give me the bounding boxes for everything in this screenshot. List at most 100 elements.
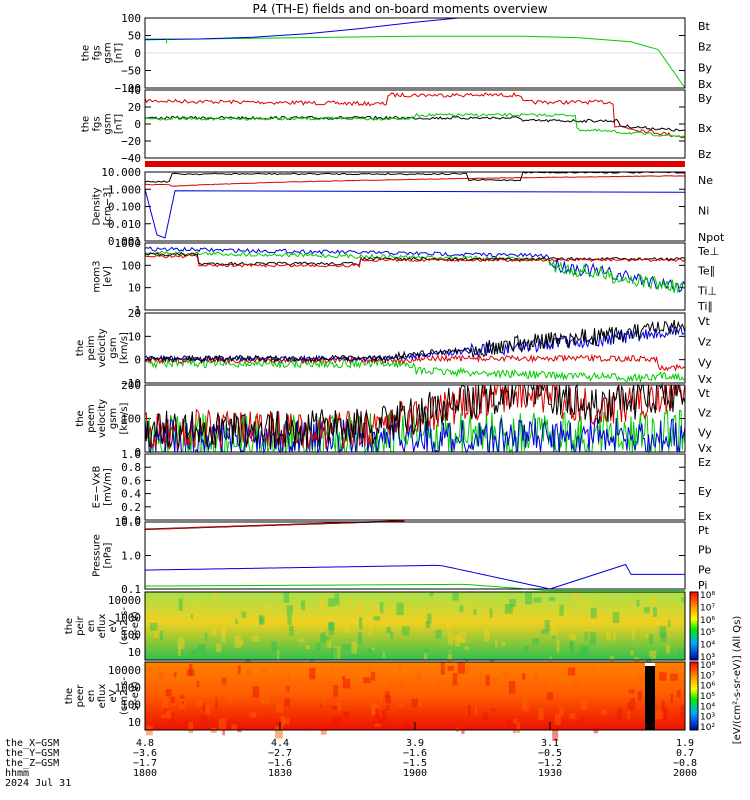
electron-spectrogram-texture bbox=[288, 669, 291, 682]
electron-spectrogram-texture bbox=[523, 701, 529, 712]
electron-spectrogram-texture bbox=[581, 717, 584, 724]
ylabel: [mV/m] bbox=[103, 468, 114, 506]
series-Vz bbox=[144, 383, 686, 450]
electron-spectrogram-texture bbox=[559, 706, 564, 717]
ylabel: en bbox=[86, 690, 97, 703]
xtick-label: −1.7 bbox=[133, 758, 157, 769]
ion-spectrogram-texture bbox=[386, 627, 392, 634]
colorbar-ion bbox=[689, 591, 699, 661]
ylabel: peir bbox=[75, 615, 86, 635]
electron-spectrogram-texture bbox=[274, 726, 283, 739]
ion-spectrogram-texture bbox=[177, 645, 181, 656]
electron-spectrogram-texture bbox=[663, 708, 668, 720]
ytick-label: 10 bbox=[128, 716, 141, 729]
electron-spectrogram-texture bbox=[503, 672, 509, 678]
electron-spectrogram-texture bbox=[452, 673, 458, 686]
ion-spectrogram-texture bbox=[427, 613, 432, 624]
ion-spectrogram-texture bbox=[458, 630, 467, 644]
ion-spectrogram-texture bbox=[659, 626, 667, 638]
ion-spectrogram-texture bbox=[333, 615, 340, 627]
electron-spectrogram-texture bbox=[171, 712, 176, 722]
colorbar-tick: 10⁷ bbox=[700, 603, 715, 613]
chart-title: P4 (TH-E) fields and on-board moments ov… bbox=[252, 2, 547, 16]
xaxis-row-label: the_X−GSM bbox=[5, 738, 59, 749]
xtick-label: −0.8 bbox=[673, 758, 697, 769]
ytick-label: 0.100 bbox=[108, 201, 141, 214]
electron-spectrogram-texture bbox=[447, 666, 455, 671]
electron-spectrogram-texture bbox=[309, 667, 316, 680]
series-Vy bbox=[144, 409, 686, 454]
electron-spectrogram-texture bbox=[166, 709, 172, 719]
electron-spectrogram-texture bbox=[183, 720, 192, 726]
ion-spectrogram-texture bbox=[593, 594, 597, 599]
ion-spectrogram-texture bbox=[447, 632, 454, 645]
ion-spectrogram-texture bbox=[367, 648, 374, 653]
ytick-label: −10 bbox=[121, 377, 141, 390]
electron-spectrogram-texture bbox=[571, 693, 575, 699]
ion-spectrogram-texture bbox=[379, 601, 384, 613]
series-By bbox=[144, 112, 686, 138]
legend-Ti⊥: Ti⊥ bbox=[697, 284, 717, 297]
ytick-label: 100 bbox=[121, 699, 141, 712]
electron-spectrogram-texture bbox=[276, 702, 284, 713]
series-Npot bbox=[144, 189, 686, 239]
ylabel: E=−VxB bbox=[92, 466, 103, 509]
electron-spectrogram-texture bbox=[205, 705, 211, 715]
ytick-label: 10.0 bbox=[115, 516, 142, 529]
electron-spectrogram-texture bbox=[467, 705, 471, 716]
ion-spectrogram-texture bbox=[289, 625, 294, 636]
xaxis-row-label: the_Z−GSM bbox=[5, 758, 59, 769]
ylabel: eV bbox=[108, 689, 119, 702]
xtick-label: 3.1 bbox=[541, 738, 559, 749]
electron-spectrogram-texture bbox=[264, 694, 271, 705]
ion-spectrogram-texture bbox=[532, 638, 540, 645]
ion-spectrogram-texture bbox=[358, 617, 363, 630]
ion-spectrogram-texture bbox=[265, 605, 270, 614]
electron-spectrogram-texture bbox=[380, 693, 383, 704]
legend-Vx: Vx bbox=[698, 373, 713, 386]
ytick-label: 10 bbox=[128, 282, 141, 295]
electron-spectrogram-texture bbox=[626, 693, 631, 703]
electron-spectrogram-texture bbox=[363, 677, 371, 684]
ylabel: gsm bbox=[103, 42, 114, 63]
electron-spectrogram-texture bbox=[397, 703, 404, 707]
electron-spectrogram-texture bbox=[237, 665, 241, 675]
electron-spectrogram-texture bbox=[319, 703, 324, 708]
ylabel: (cm2-s- bbox=[119, 607, 130, 645]
ytick-label: 10.000 bbox=[101, 166, 141, 179]
electron-spectrogram-texture bbox=[202, 702, 206, 711]
electron-spectrogram-texture bbox=[547, 692, 554, 700]
colorbar-label: [eV/(cm²-s-sr-eV)] (All Qs) bbox=[732, 616, 743, 745]
legend-Bz: Bz bbox=[698, 148, 712, 161]
ion-spectrogram-texture bbox=[544, 620, 551, 631]
xtick-label: 1930 bbox=[538, 768, 562, 779]
ylabel: gsm bbox=[108, 408, 119, 429]
ytick-label: 200 bbox=[121, 379, 141, 392]
separator-band bbox=[145, 161, 685, 167]
colorbar-tick: 10⁴ bbox=[700, 702, 715, 712]
ion-spectrogram-texture bbox=[446, 651, 455, 655]
electron-spectrogram-texture bbox=[296, 679, 300, 685]
electron-spectrogram-texture bbox=[659, 671, 667, 681]
ion-spectrogram-texture bbox=[467, 596, 472, 606]
legend-Vy: Vy bbox=[698, 356, 712, 369]
ylabel: en bbox=[86, 620, 97, 633]
legend-Pb: Pb bbox=[698, 544, 712, 557]
electron-spectrogram-texture bbox=[385, 723, 391, 728]
colorbar-tick: 10⁸ bbox=[700, 591, 715, 601]
xtick-label: 1.9 bbox=[676, 738, 694, 749]
xtick-label: −1.5 bbox=[403, 758, 427, 769]
ion-spectrogram-texture bbox=[148, 613, 154, 623]
data-gap-cap bbox=[645, 663, 655, 666]
ion-spectrogram-texture bbox=[525, 592, 533, 605]
series-Vt bbox=[144, 383, 686, 449]
electron-spectrogram-texture bbox=[676, 690, 681, 698]
ylabel: sr-eV) bbox=[130, 681, 141, 710]
electron-spectrogram-texture bbox=[336, 702, 342, 711]
electron-spectrogram-texture bbox=[416, 671, 422, 681]
electron-spectrogram-texture bbox=[246, 669, 251, 676]
electron-spectrogram-texture bbox=[506, 718, 511, 727]
ion-spectrogram-texture bbox=[323, 636, 329, 642]
ion-spectrogram-texture bbox=[358, 632, 363, 645]
xtick-label: −3.6 bbox=[133, 748, 157, 759]
